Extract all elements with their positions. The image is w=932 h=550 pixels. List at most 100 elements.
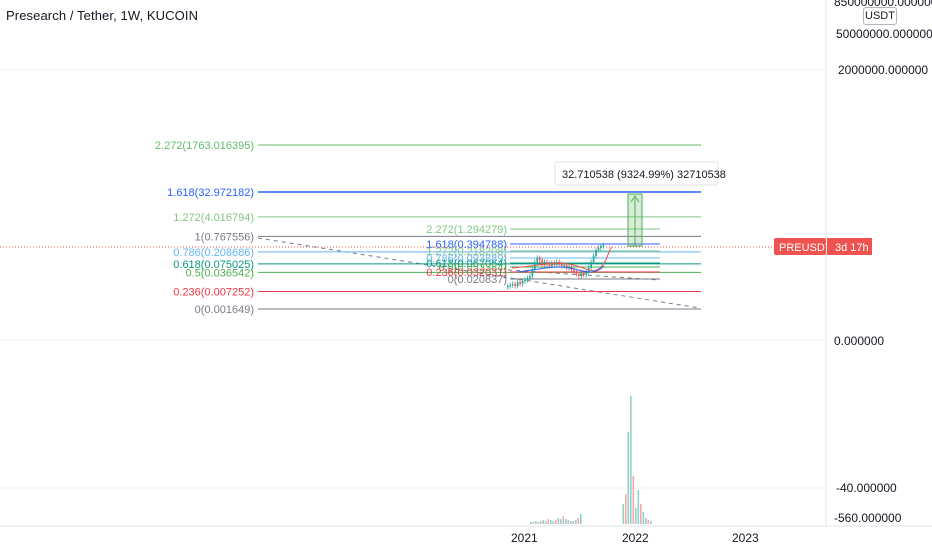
measure-arrow-head xyxy=(630,195,640,203)
candle-body xyxy=(578,274,580,276)
candle-body xyxy=(526,278,529,280)
volume-bar xyxy=(647,520,650,524)
candle-body xyxy=(521,281,524,284)
candle-body xyxy=(600,246,602,248)
volume-bar xyxy=(532,522,535,524)
candle-body xyxy=(514,284,517,286)
candle-body xyxy=(575,272,578,274)
candle-body xyxy=(529,276,531,278)
inner-fib-level: 1.272(0.218208) xyxy=(426,246,660,258)
candle-body xyxy=(597,248,600,250)
inner-fib-level-label: 0.618(0.067064) xyxy=(426,258,507,270)
candle-body xyxy=(573,270,575,272)
currency-unit-button[interactable]: USDT xyxy=(863,7,897,25)
chart-title: Presearch / Tether, 1W, KUCOIN xyxy=(6,8,199,23)
candle-body xyxy=(548,264,551,266)
moving-average-line xyxy=(517,265,605,273)
fib-level: 1.272(4.016794) xyxy=(173,212,701,224)
inner-fib-level: 0.786(0.093889) xyxy=(426,253,660,265)
volume-bar xyxy=(542,520,545,524)
volume-bar xyxy=(540,521,542,524)
price-tick-label: -560.000000 xyxy=(834,511,902,525)
fib-level-label: 0(0.001649) xyxy=(195,304,254,316)
candle-body xyxy=(541,260,543,265)
price-tick-label: 850000000.000000 xyxy=(834,0,932,9)
candle-body xyxy=(551,263,553,266)
bar-countdown: 3d 17h xyxy=(835,242,869,254)
volume-bar xyxy=(567,520,570,524)
candle-body xyxy=(543,262,546,265)
fib-retracement-outer[interactable]: 2.272(1763.016395) 1.618(32.972182) 1.272(… xyxy=(155,140,701,316)
moving-average-line xyxy=(511,246,613,272)
candle-body xyxy=(538,258,541,260)
fib-level: 1.618(32.972182) xyxy=(167,187,701,199)
candle-body xyxy=(546,262,548,264)
candle-body xyxy=(558,262,561,264)
candle-body xyxy=(582,273,585,275)
volume-bar xyxy=(627,432,630,524)
candle-body xyxy=(533,262,536,270)
volume-bar xyxy=(547,519,550,524)
symbol-price-tag[interactable] xyxy=(774,238,826,255)
volume-bar xyxy=(570,521,572,524)
volume-bar xyxy=(577,518,580,524)
price-tick-label: 50000000.000000 xyxy=(836,27,932,41)
time-tick-label: 2021 xyxy=(511,531,538,545)
fib-level-label: 1(0.767556) xyxy=(195,231,254,243)
volume-bar xyxy=(575,520,577,524)
volume-bar xyxy=(580,514,582,524)
volume-bar xyxy=(560,519,562,524)
volume-bar xyxy=(555,520,557,524)
inner-fib-level-label: 2.272(1.294279) xyxy=(426,224,507,236)
price-tick-label: 0.000000 xyxy=(834,334,884,348)
fib-level-label: 0.786(0.208686) xyxy=(173,247,254,259)
inner-fib-level: 0(0.020837) xyxy=(448,274,660,286)
candle-body xyxy=(509,285,512,287)
candle-body xyxy=(507,286,509,288)
volume-bar xyxy=(622,504,625,524)
fib-level-label: 0.618(0.075025) xyxy=(173,259,254,271)
volume-bar xyxy=(572,521,575,524)
inner-fib-level-label: 0.5(0.053384) xyxy=(439,262,508,274)
inner-fib-level-label: 0.236(0.032031) xyxy=(426,267,507,279)
fib-retracement-inner[interactable]: 2.272(1.294279) 1.618(0.394788)1.272(0.21… xyxy=(426,224,660,286)
candle-body xyxy=(563,265,566,267)
volume-bar xyxy=(625,494,627,524)
inner-fib-level-label: 1.272(0.218208) xyxy=(426,246,507,258)
fib-level: 1(0.767556) xyxy=(195,231,701,243)
candle-body xyxy=(531,270,534,276)
volume-bar xyxy=(535,521,537,524)
inner-fib-level: 2.272(1.294279) xyxy=(426,224,660,236)
candle-body xyxy=(519,282,521,284)
candle-body xyxy=(590,262,592,268)
inner-fib-level-label: 1.618(0.394788) xyxy=(426,239,507,251)
measure-label-box xyxy=(554,161,719,186)
volume-bar xyxy=(565,519,567,524)
candle-body xyxy=(595,250,597,256)
volume-bar xyxy=(630,396,632,524)
candlestick-series xyxy=(507,242,613,290)
candle-body xyxy=(524,280,526,282)
candle-body xyxy=(565,265,568,268)
volume-histogram xyxy=(530,396,652,524)
candle-body xyxy=(516,282,519,286)
fib-level: 0(0.001649) xyxy=(195,304,701,316)
time-tick-label: 2022 xyxy=(622,531,649,545)
fib-level: 2.272(1763.016395) xyxy=(155,140,701,152)
volume-bar xyxy=(550,520,552,524)
price-tick-label: 2000000.000000 xyxy=(838,63,928,77)
volume-bar xyxy=(645,518,647,524)
volume-bar xyxy=(642,512,645,524)
volume-bar xyxy=(640,504,642,524)
candle-body xyxy=(602,245,605,247)
fib-level-label: 0.236(0.007252) xyxy=(173,287,254,299)
fib-level-label: 1.618(32.972182) xyxy=(167,187,254,199)
volume-bar xyxy=(530,522,532,524)
volume-bar xyxy=(562,516,565,524)
trend-line xyxy=(257,237,701,309)
price-tick-label: -40.000000 xyxy=(836,481,897,495)
volume-bar xyxy=(637,490,640,524)
fib-level: 0.618(0.075025) xyxy=(173,259,701,271)
candle-body xyxy=(585,272,588,275)
